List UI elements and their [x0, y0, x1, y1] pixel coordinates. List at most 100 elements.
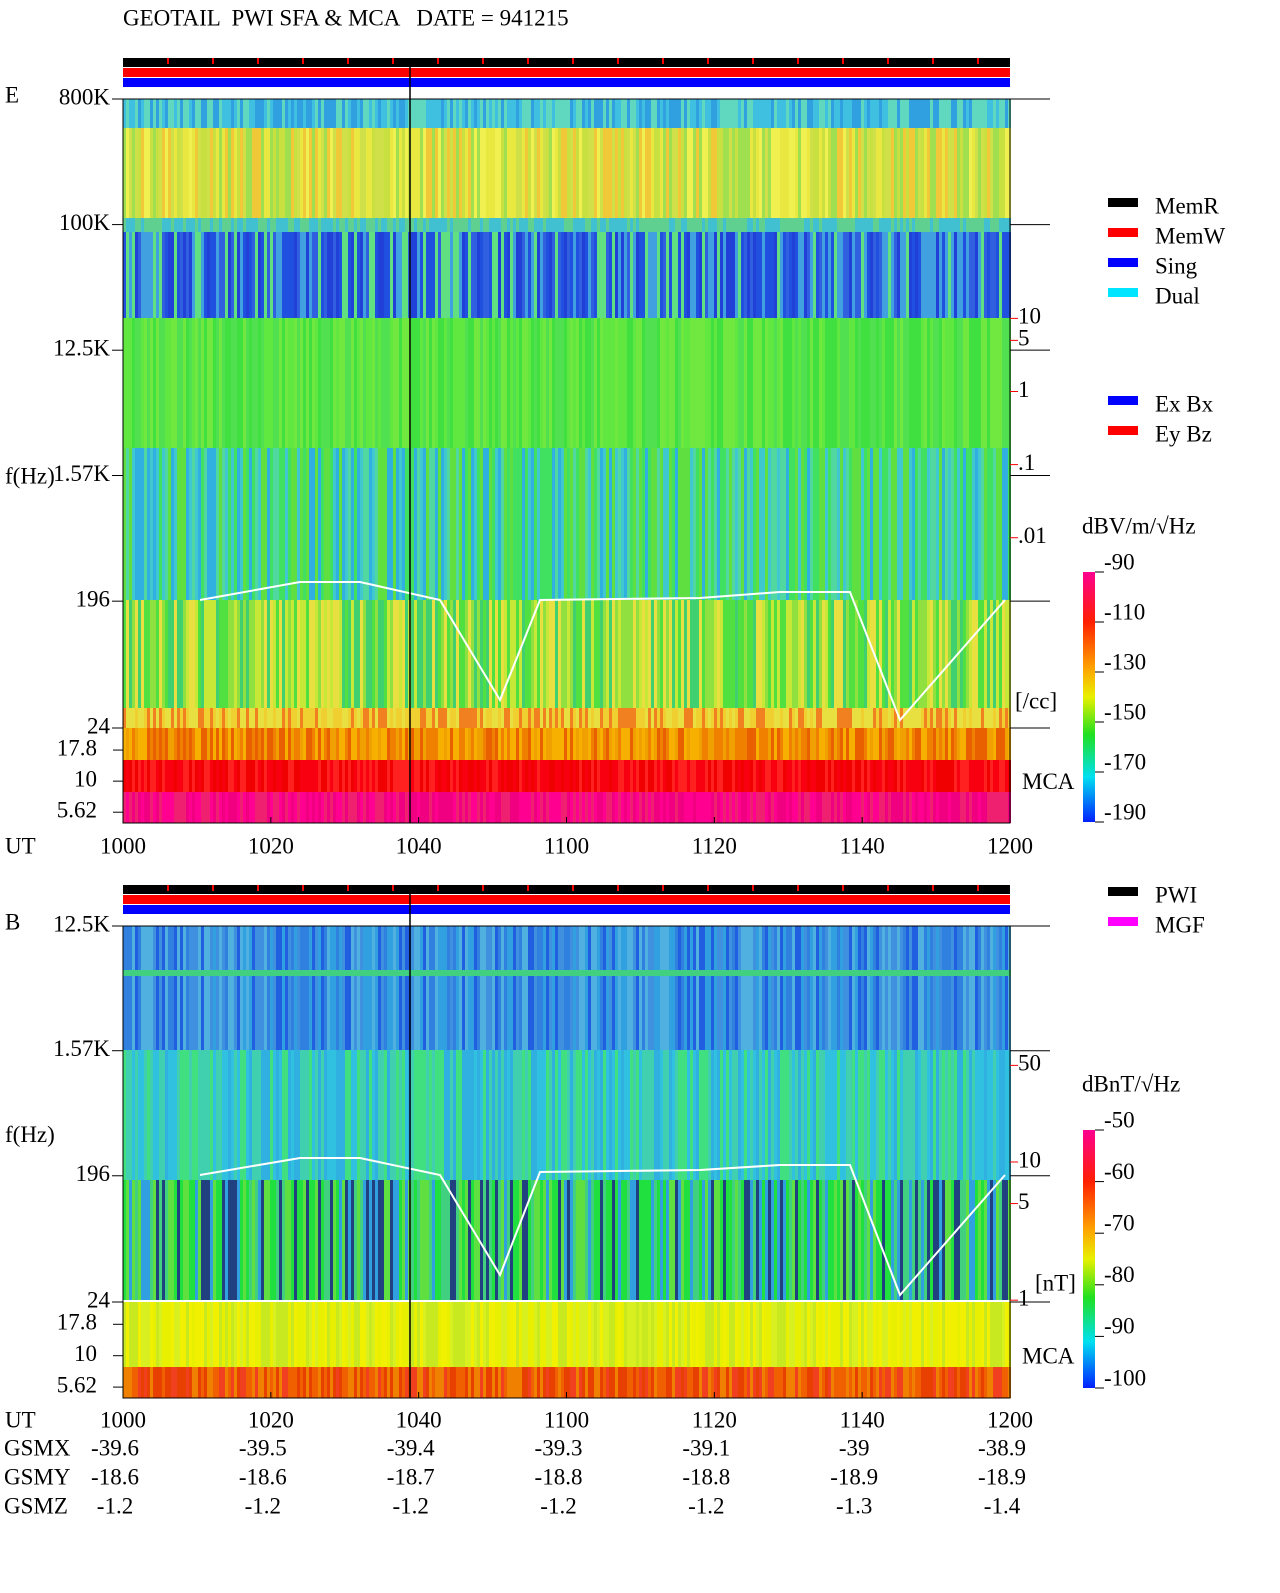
spectrogram-cell — [441, 708, 444, 728]
spectrogram-cell — [651, 1180, 654, 1300]
spectrogram-cell — [684, 99, 687, 128]
spectrogram-cell — [333, 600, 336, 708]
spectrogram-cell — [564, 218, 567, 232]
spectrogram-cell — [489, 128, 492, 218]
spectrogram-cell — [768, 99, 771, 128]
spectrogram-cell — [147, 318, 150, 448]
spectrogram-cell — [477, 318, 480, 448]
spectrogram-cell — [678, 1180, 681, 1300]
spectrogram-cell — [450, 1302, 453, 1367]
spectrogram-cell — [192, 728, 195, 760]
spectrogram-cell — [666, 1180, 669, 1300]
spectrogram-cell — [510, 99, 513, 128]
spectrogram-cell — [903, 232, 906, 318]
spectrogram-cell — [483, 448, 486, 600]
spectrogram-cell — [438, 1367, 441, 1398]
spectrogram-cell — [150, 318, 153, 448]
spectrogram-cell — [804, 128, 807, 218]
spectrogram-cell — [327, 232, 330, 318]
spectrogram-cell — [981, 1050, 984, 1180]
spectrogram-cell — [909, 1050, 912, 1180]
spectrogram-cell — [132, 218, 135, 232]
spectrogram-cell — [138, 600, 141, 708]
spectrogram-cell — [384, 232, 387, 318]
spectrogram-cell — [612, 728, 615, 760]
spectrogram-cell — [540, 760, 543, 792]
spectrogram-cell — [495, 970, 498, 976]
spectrogram-cell — [198, 128, 201, 218]
spectrogram-cell — [726, 600, 729, 708]
spectrogram-cell — [888, 970, 891, 976]
spectrogram-cell — [696, 232, 699, 318]
spectrogram-cell — [744, 600, 747, 708]
spectrogram-cell — [432, 99, 435, 128]
spectrogram-cell — [279, 232, 282, 318]
spectrogram-cell — [795, 760, 798, 792]
spectrogram-cell — [768, 218, 771, 232]
spectrogram-cell — [423, 1302, 426, 1367]
spectrogram-cell — [819, 600, 822, 708]
spectrogram-cell — [201, 970, 204, 976]
spectrogram-cell — [279, 708, 282, 728]
spectrogram-cell — [957, 232, 960, 318]
spectrogram-cell — [894, 970, 897, 976]
spectrogram-cell — [162, 1050, 165, 1180]
spectrogram-cell — [603, 1302, 606, 1367]
spectrogram-cell — [309, 232, 312, 318]
spectrogram-cell — [720, 728, 723, 760]
spectrogram-cell — [306, 218, 309, 232]
spectrogram-cell — [279, 448, 282, 600]
spectrogram-cell — [414, 1050, 417, 1180]
spectrogram-cell — [132, 970, 135, 976]
spectrogram-cell — [768, 232, 771, 318]
spectrogram-cell — [465, 218, 468, 232]
spectrogram-cell — [240, 600, 243, 708]
spectrogram-cell — [198, 970, 201, 976]
spectrogram-cell — [600, 926, 603, 1050]
spectrogram-cell — [732, 448, 735, 600]
spectrogram-cell — [933, 128, 936, 218]
spectrogram-cell — [897, 792, 900, 823]
spectrogram-cell — [639, 600, 642, 708]
spectrogram-cell — [972, 926, 975, 1050]
spectrogram-cell — [519, 318, 522, 448]
spectrogram-cell — [666, 448, 669, 600]
spectrogram-cell — [327, 926, 330, 1050]
spectrogram-cell — [426, 1302, 429, 1367]
spectrogram-cell — [501, 318, 504, 448]
spectrogram-cell — [690, 1180, 693, 1300]
spectrogram-cell — [879, 1050, 882, 1180]
spectrogram-cell — [867, 128, 870, 218]
spectrogram-cell — [189, 792, 192, 823]
spectrogram-cell — [528, 218, 531, 232]
spectrogram-cell — [948, 792, 951, 823]
spectrogram-cell — [144, 728, 147, 760]
spectrogram-cell — [402, 448, 405, 600]
spectrogram-cell — [966, 99, 969, 128]
spectrogram-cell — [405, 1302, 408, 1367]
spectrogram-cell — [234, 1050, 237, 1180]
spectrogram-cell — [522, 760, 525, 792]
spectrogram-cell — [1002, 600, 1005, 708]
spectrogram-cell — [285, 728, 288, 760]
spectrogram-cell — [657, 970, 660, 976]
spectrogram-cell — [198, 99, 201, 128]
spectrogram-cell — [222, 600, 225, 708]
spectrogram-cell — [591, 232, 594, 318]
spectrogram-cell — [708, 792, 711, 823]
spectrogram-cell — [1005, 760, 1008, 792]
spectrogram-cell — [732, 792, 735, 823]
spectrogram-cell — [693, 760, 696, 792]
spectrogram-cell — [582, 600, 585, 708]
spectrogram-cell — [315, 792, 318, 823]
spectrogram-cell — [603, 232, 606, 318]
spectrogram-cell — [777, 218, 780, 232]
spectrogram-cell — [249, 728, 252, 760]
legend-swatch — [1108, 228, 1138, 237]
spectrogram-cell — [954, 728, 957, 760]
spectrogram-cell — [981, 218, 984, 232]
spectrogram-cell — [387, 218, 390, 232]
spectrogram-cell — [699, 1050, 702, 1180]
spectrogram-cell — [588, 970, 591, 976]
spectrogram-cell — [714, 600, 717, 708]
